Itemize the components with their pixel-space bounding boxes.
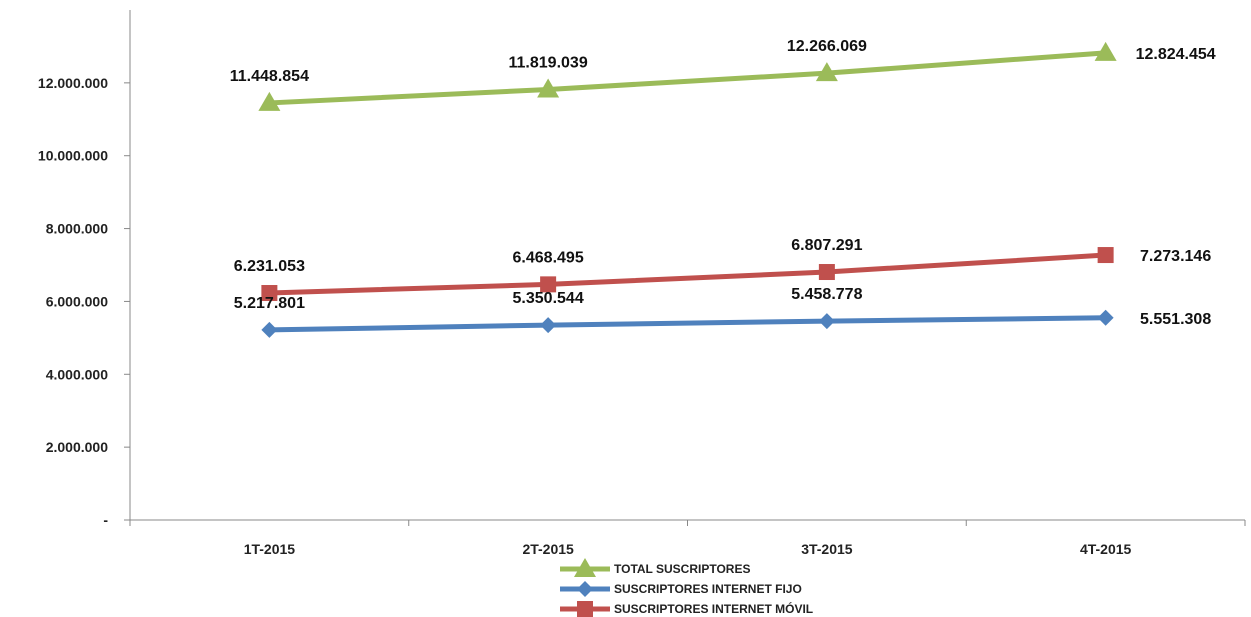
data-point-marker	[818, 313, 835, 330]
legend-swatch-marker	[577, 601, 593, 617]
y-tick-label: 4.000.000	[46, 366, 108, 382]
data-point-marker	[540, 276, 557, 293]
series-group	[258, 41, 1117, 338]
data-label: 6.807.291	[791, 237, 862, 254]
data-label: 5.217.801	[234, 295, 305, 312]
legend-label: SUSCRIPTORES INTERNET MÓVIL	[614, 601, 813, 616]
data-point-marker	[1097, 247, 1114, 264]
data-point-marker	[258, 91, 281, 111]
x-tick-label: 3T-2015	[801, 541, 853, 557]
y-tick-label: 8.000.000	[46, 221, 108, 237]
data-label: 5.551.308	[1140, 311, 1211, 328]
y-axis-ticks: - 2.000.000 4.000.000 6.000.000 8.000.000 10.…	[38, 75, 130, 528]
data-label: 12.824.454	[1136, 46, 1216, 63]
legend-swatch-marker	[574, 558, 596, 577]
legend-swatch-marker	[577, 581, 593, 597]
y-tick-label: 6.000.000	[46, 293, 108, 309]
data-label: 7.273.146	[1140, 248, 1211, 265]
data-label: 5.350.544	[513, 290, 584, 307]
y-tick-label: -	[103, 512, 108, 528]
data-point-marker	[540, 317, 557, 334]
legend: TOTAL SUSCRIPTORES SUSCRIPTORES INTERNET …	[560, 558, 813, 617]
data-point-marker	[1097, 309, 1114, 326]
y-tick-label: 10.000.000	[38, 148, 108, 164]
data-point-marker	[815, 62, 838, 82]
x-tick-label: 4T-2015	[1080, 541, 1132, 557]
data-point-marker	[261, 285, 278, 302]
data-label: 6.468.495	[513, 249, 584, 266]
data-point-marker	[1094, 41, 1117, 61]
x-tick-label: 2T-2015	[522, 541, 574, 557]
series-line	[269, 50, 1106, 106]
data-labels: 11.448.854 11.819.039 12.266.069 12.824.454…	[230, 38, 1216, 328]
data-label: 5.458.778	[791, 286, 862, 303]
y-tick-label: 2.000.000	[46, 439, 108, 455]
data-point-marker	[818, 264, 835, 281]
x-axis-ticks: 1T-2015 2T-2015 3T-2015 4T-2015	[129, 520, 1246, 557]
data-label: 12.266.069	[787, 38, 867, 55]
data-point-marker	[537, 78, 560, 98]
series-line	[269, 252, 1106, 296]
legend-label: TOTAL SUSCRIPTORES	[614, 562, 750, 576]
x-tick-label: 1T-2015	[244, 541, 296, 557]
data-point-marker	[261, 321, 278, 338]
y-tick-label: 12.000.000	[38, 75, 108, 91]
data-label: 11.819.039	[509, 54, 588, 71]
data-label: 11.448.854	[230, 68, 309, 85]
data-label: 6.231.053	[234, 258, 305, 275]
series-line	[269, 315, 1106, 333]
legend-label: SUSCRIPTORES INTERNET FIJO	[614, 582, 802, 596]
